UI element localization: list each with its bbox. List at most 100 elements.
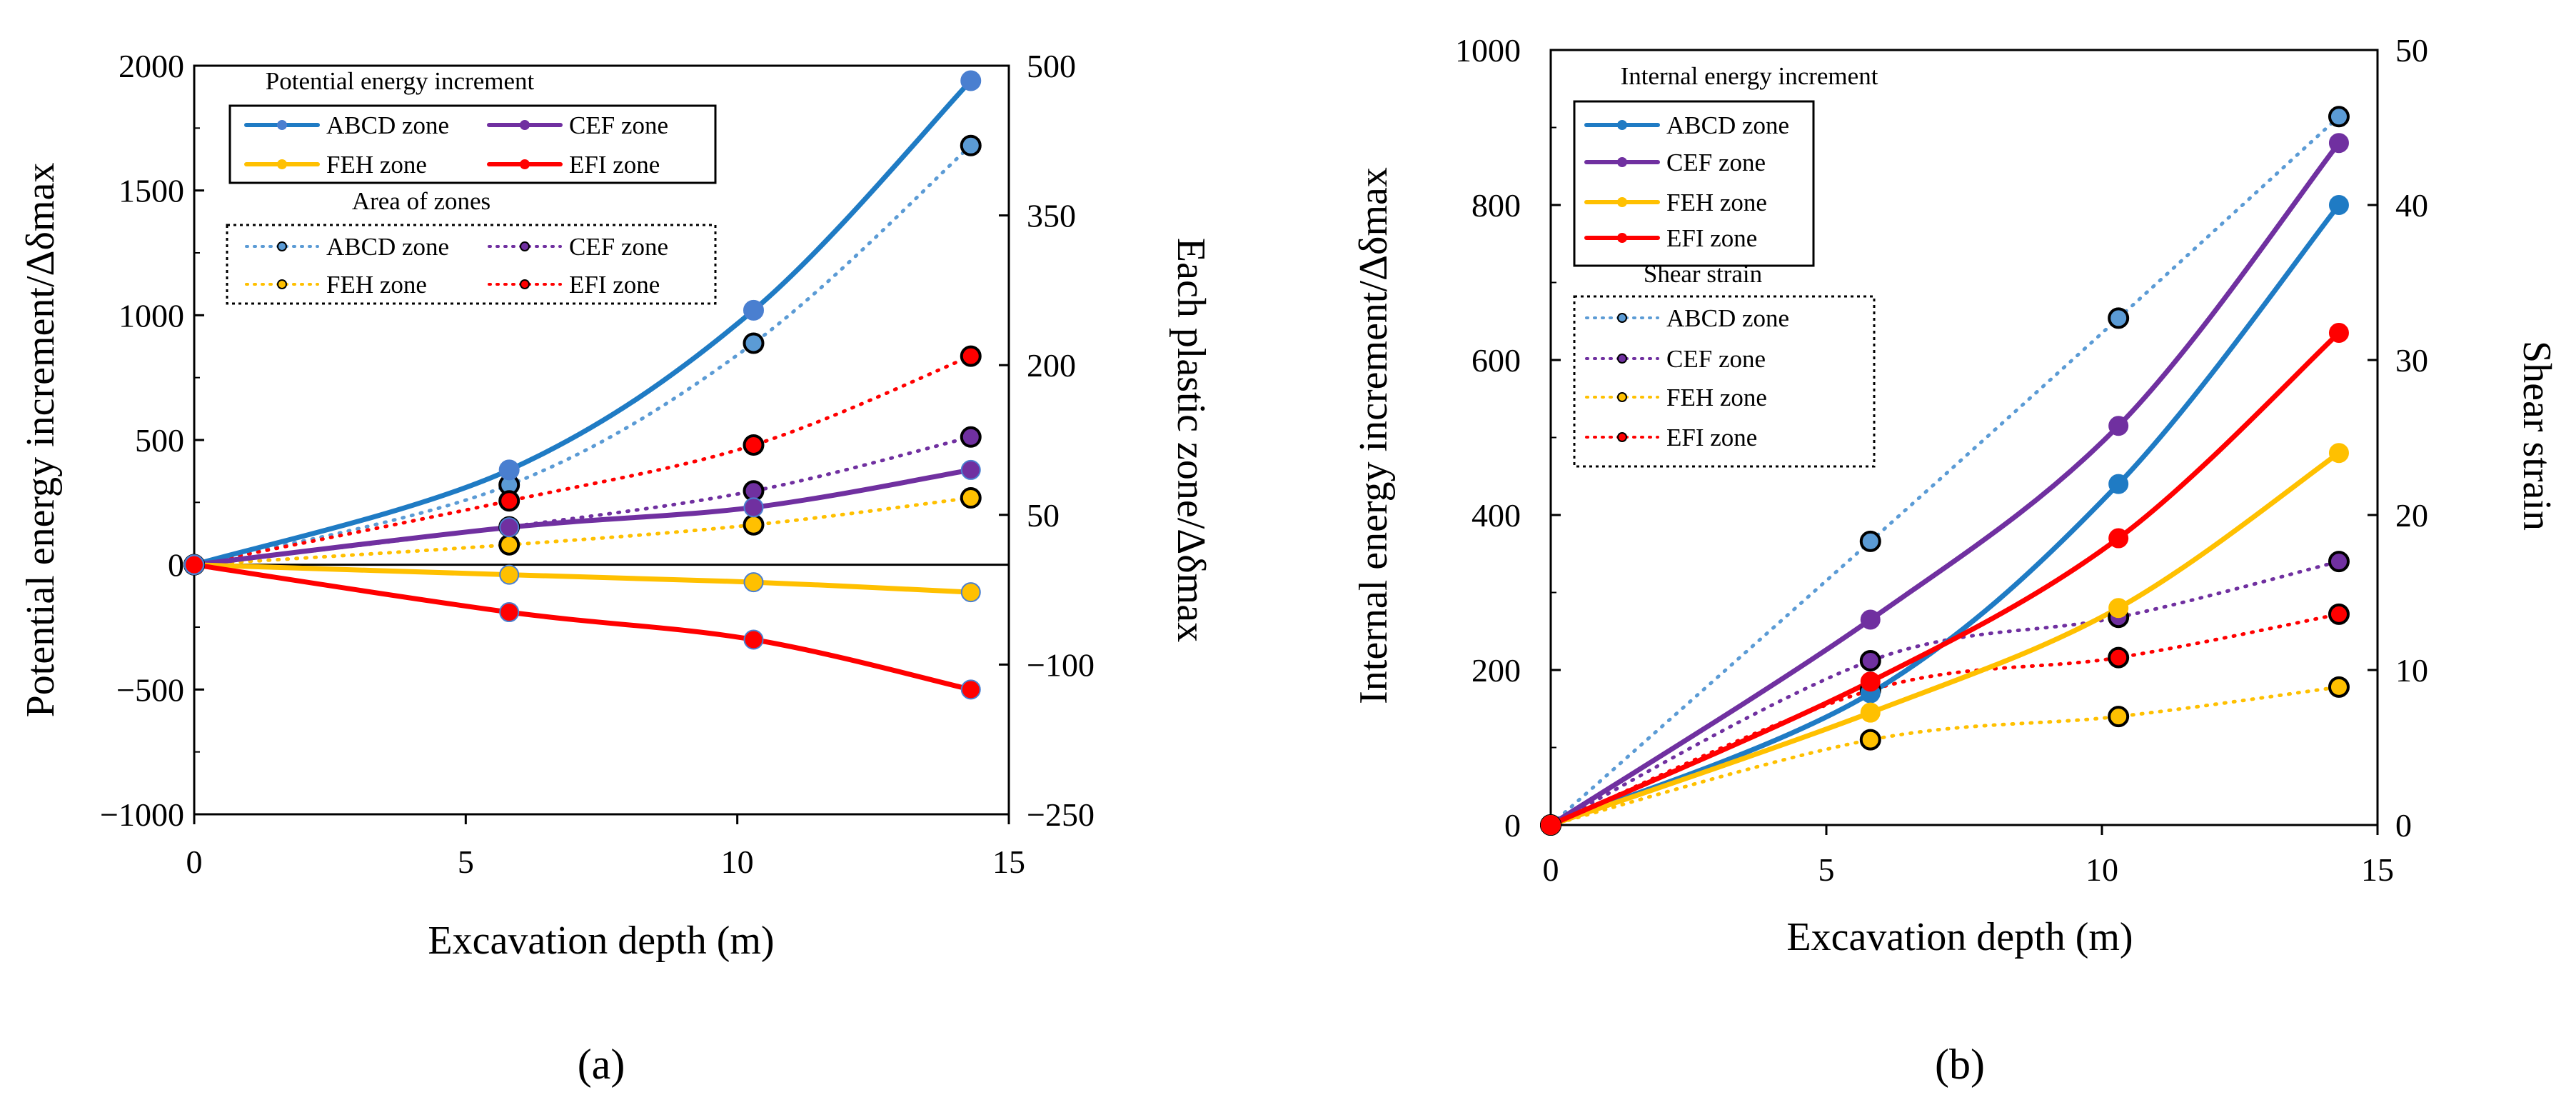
data-point bbox=[960, 134, 982, 156]
x-tick-label: 10 bbox=[2086, 851, 2118, 888]
legend-entry: FEH zone bbox=[326, 151, 427, 179]
legend-swatch-marker bbox=[277, 279, 287, 289]
legend-entry: CEF zone bbox=[1666, 149, 1766, 176]
data-point bbox=[2328, 603, 2350, 625]
series-line bbox=[192, 144, 973, 567]
x-tick-label: 5 bbox=[458, 844, 474, 880]
data-point bbox=[1859, 530, 1881, 552]
y2-tick-label: 30 bbox=[2395, 342, 2428, 379]
legend-swatch-marker bbox=[520, 279, 530, 289]
y-tick-label: 0 bbox=[1504, 807, 1521, 844]
legend-entry: FEH zone bbox=[1666, 189, 1767, 216]
legend-entry: ABCD zone bbox=[1666, 304, 1789, 332]
series-line bbox=[191, 562, 974, 692]
series-line bbox=[191, 467, 974, 568]
y2-tick-label: 350 bbox=[1027, 198, 1076, 234]
data-point bbox=[2328, 323, 2349, 344]
legend-entry: EFI zone bbox=[1666, 224, 1757, 252]
data-point bbox=[498, 459, 520, 481]
data-point bbox=[1860, 609, 1881, 630]
data-point bbox=[960, 70, 982, 91]
legend-entry: EFI zone bbox=[569, 271, 660, 299]
legend-swatch-marker bbox=[1617, 157, 1627, 167]
data-point bbox=[743, 514, 765, 536]
y-tick-label: 1500 bbox=[119, 173, 184, 209]
data-point bbox=[743, 572, 764, 593]
x-tick-label: 15 bbox=[2361, 851, 2394, 888]
y2-axis-label: Shear strain bbox=[2515, 341, 2559, 531]
legend-swatch-marker bbox=[277, 159, 287, 169]
legend-box bbox=[226, 224, 717, 305]
series-line bbox=[1549, 114, 2341, 827]
series-line bbox=[1549, 685, 2341, 827]
y2-tick-label: 50 bbox=[1027, 497, 1060, 534]
data-point bbox=[2328, 443, 2349, 464]
data-point bbox=[960, 345, 982, 367]
y-axis-label: Internal energy increment/Δδmax bbox=[1352, 167, 1396, 704]
legend-entry: ABCD zone bbox=[326, 233, 449, 261]
legend-energy: Internal energy increment ABCD zone CEF zo… bbox=[1573, 62, 1878, 267]
legend-swatch-marker bbox=[1617, 354, 1627, 364]
y-tick-label: 800 bbox=[1471, 187, 1521, 224]
y2-tick-label: 200 bbox=[1027, 347, 1076, 384]
data-point bbox=[2108, 474, 2129, 494]
series-line bbox=[1548, 140, 2342, 828]
data-point bbox=[1860, 671, 1881, 692]
data-point bbox=[743, 434, 765, 456]
data-point bbox=[2108, 598, 2129, 619]
y-tick-label: 400 bbox=[1471, 497, 1521, 534]
data-point bbox=[2328, 195, 2349, 215]
legend-swatch-marker bbox=[520, 241, 530, 251]
panel-label: (a) bbox=[578, 1041, 625, 1088]
legend-entry: ABCD zone bbox=[1666, 111, 1789, 139]
legend-swatch-marker bbox=[1617, 233, 1627, 243]
data-point bbox=[960, 487, 982, 509]
x-tick-label: 0 bbox=[1543, 851, 1559, 888]
data-point bbox=[498, 534, 520, 556]
data-point bbox=[1859, 729, 1881, 751]
data-point bbox=[2108, 416, 2129, 436]
legend-energy: Potential energy increment ABCD zone CEF z… bbox=[228, 67, 717, 184]
y2-tick-label: −100 bbox=[1027, 646, 1095, 683]
data-point bbox=[743, 629, 764, 650]
data-point bbox=[499, 564, 520, 585]
data-point bbox=[2108, 706, 2130, 728]
series-line bbox=[192, 435, 973, 567]
legend-entry: EFI zone bbox=[1666, 424, 1757, 451]
series-line bbox=[191, 78, 974, 568]
data-point bbox=[743, 299, 764, 321]
data-point bbox=[498, 490, 520, 512]
legend-entry: ABCD zone bbox=[326, 111, 449, 139]
data-point bbox=[499, 602, 520, 623]
legend-entry: FEH zone bbox=[326, 271, 427, 299]
chart-panel-a: −1000−5000500100015002000−250−1005020035… bbox=[19, 48, 1213, 1088]
y2-tick-label: 10 bbox=[2395, 652, 2428, 689]
series-line bbox=[192, 354, 973, 567]
y2-tick-label: 40 bbox=[2395, 187, 2428, 224]
legend-swatch-marker bbox=[1617, 120, 1627, 130]
legend-swatch-marker bbox=[277, 120, 287, 130]
y2-tick-label: 50 bbox=[2395, 32, 2428, 69]
data-point bbox=[2328, 133, 2349, 154]
legend-title: Potential energy increment bbox=[266, 67, 535, 95]
x-tick-label: 10 bbox=[721, 844, 754, 880]
legend-entry: EFI zone bbox=[569, 151, 660, 179]
legend-zones: Shear strain ABCD zone CEF zone FEH zone EFI… bbox=[1573, 260, 1876, 468]
legend-title: Area of zones bbox=[352, 187, 490, 215]
y-tick-label: 500 bbox=[135, 422, 184, 459]
data-point bbox=[2328, 106, 2350, 128]
y-tick-label: −500 bbox=[116, 671, 184, 708]
x-tick-label: 0 bbox=[186, 844, 203, 880]
legend-entry: FEH zone bbox=[1666, 384, 1767, 411]
y2-tick-label: 500 bbox=[1027, 48, 1076, 84]
y-tick-label: 1000 bbox=[1455, 32, 1521, 69]
legend-swatch-marker bbox=[1617, 197, 1627, 207]
x-tick-label: 5 bbox=[1818, 851, 1835, 888]
y-tick-label: 0 bbox=[168, 547, 184, 584]
data-point bbox=[743, 497, 764, 518]
legend-zones: Area of zones ABCD zone CEF zone FEH zone EF… bbox=[226, 187, 717, 305]
y2-tick-label: 20 bbox=[2395, 497, 2428, 534]
y-tick-label: 200 bbox=[1471, 652, 1521, 689]
data-point bbox=[2108, 646, 2130, 669]
legend-swatch-marker bbox=[277, 241, 287, 251]
